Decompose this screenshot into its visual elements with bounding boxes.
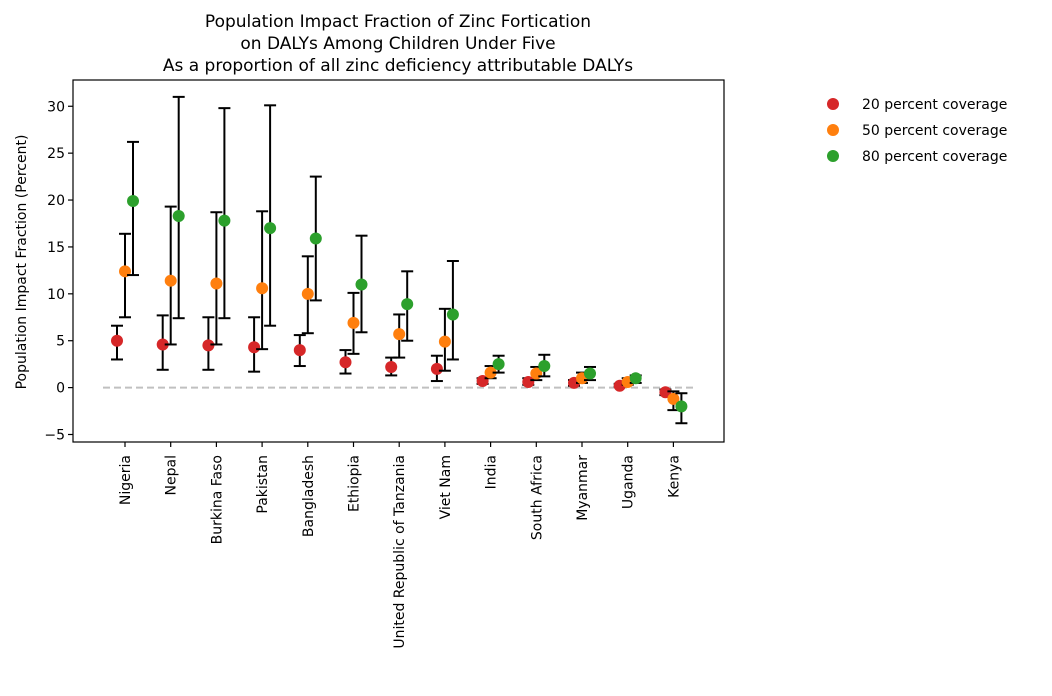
data-point: [293, 344, 306, 357]
x-axis-ticks: Nigeria Nepal Burkina Faso Pakistan Banglade…: [118, 442, 682, 649]
data-point: [218, 214, 231, 227]
y-tick-label: 30: [47, 99, 65, 115]
data-point: [446, 308, 459, 321]
data-point: [430, 362, 443, 375]
data-point: [202, 339, 215, 352]
data-point: [339, 356, 352, 369]
data-point: [156, 338, 169, 351]
x-tick-label-india: India: [484, 455, 500, 489]
legend-marker-80-percent-coverage: [827, 150, 839, 162]
chart-title-line-2: on DALYs Among Children Under Five: [240, 34, 555, 54]
data-point: [248, 341, 261, 354]
data-point: [210, 277, 223, 290]
series-80-percent-coverage: [127, 95, 688, 425]
data-point: [667, 392, 680, 405]
x-tick-label-nepal: Nepal: [164, 455, 180, 495]
chart-title: Population Impact Fraction of Zinc Forti…: [163, 12, 633, 76]
data-point: [438, 335, 451, 348]
x-tick-label-ethiopia: Ethiopia: [347, 455, 363, 512]
y-tick-label: −5: [44, 427, 65, 443]
data-point: [264, 222, 277, 235]
data-point: [484, 366, 497, 379]
y-tick-label: 25: [47, 146, 65, 162]
data-point: [629, 372, 642, 385]
y-tick-label: 10: [47, 287, 65, 303]
data-point: [309, 232, 322, 245]
data-point: [127, 194, 139, 207]
data-point: [492, 358, 505, 371]
chart-title-line-1: Population Impact Fraction of Zinc Forti…: [205, 12, 591, 32]
chart-title-line-3: As a proportion of all zinc deficiency a…: [163, 56, 633, 76]
data-point: [347, 316, 360, 329]
legend: 20 percent coverage 50 percent coverage 80…: [827, 97, 1007, 165]
y-tick-label: 5: [56, 334, 65, 350]
y-axis-ticks: −5 0 5 10 15 20 25 30: [44, 99, 73, 443]
legend-label-50-percent-coverage: 50 percent coverage: [862, 123, 1007, 139]
legend-marker-20-percent-coverage: [827, 98, 839, 110]
data-point: [355, 278, 368, 291]
data-point: [538, 360, 551, 373]
plot-area-frame: [72, 79, 725, 443]
data-point: [111, 334, 123, 347]
y-tick-label: 15: [47, 240, 65, 256]
series-50-percent-coverage: [119, 205, 680, 412]
y-axis-label: Population Impact Fraction (Percent): [14, 135, 30, 390]
data-point: [675, 400, 688, 413]
data-point: [385, 360, 398, 373]
x-tick-label-pakistan: Pakistan: [255, 455, 271, 514]
y-tick-label: 20: [47, 193, 65, 209]
x-tick-label-united-republic-of-tanzania: United Republic of Tanzania: [392, 455, 408, 649]
x-tick-label-kenya: Kenya: [666, 455, 682, 498]
x-tick-label-bangladesh: Bangladesh: [301, 455, 317, 537]
data-point: [522, 375, 535, 388]
data-point: [301, 287, 314, 300]
y-tick-label: 0: [56, 381, 65, 397]
x-tick-label-burkina-faso: Burkina Faso: [209, 455, 225, 544]
data-point: [584, 367, 596, 380]
data-point: [659, 386, 672, 399]
data-point: [401, 298, 414, 311]
data-point: [172, 209, 185, 222]
x-tick-label-viet-nam: Viet Nam: [438, 455, 454, 519]
legend-label-80-percent-coverage: 80 percent coverage: [862, 149, 1007, 165]
x-tick-label-nigeria: Nigeria: [118, 455, 134, 505]
data-point: [393, 328, 406, 341]
x-tick-label-south-africa: South Africa: [529, 455, 545, 540]
data-marks: [111, 95, 688, 425]
legend-marker-50-percent-coverage: [827, 124, 839, 136]
data-point: [164, 274, 177, 287]
legend-label-20-percent-coverage: 20 percent coverage: [862, 97, 1007, 113]
series-20-percent-coverage: [111, 314, 672, 399]
data-point: [256, 282, 269, 295]
x-tick-label-uganda: Uganda: [621, 455, 637, 509]
x-tick-label-myanmar: Myanmar: [575, 455, 591, 521]
